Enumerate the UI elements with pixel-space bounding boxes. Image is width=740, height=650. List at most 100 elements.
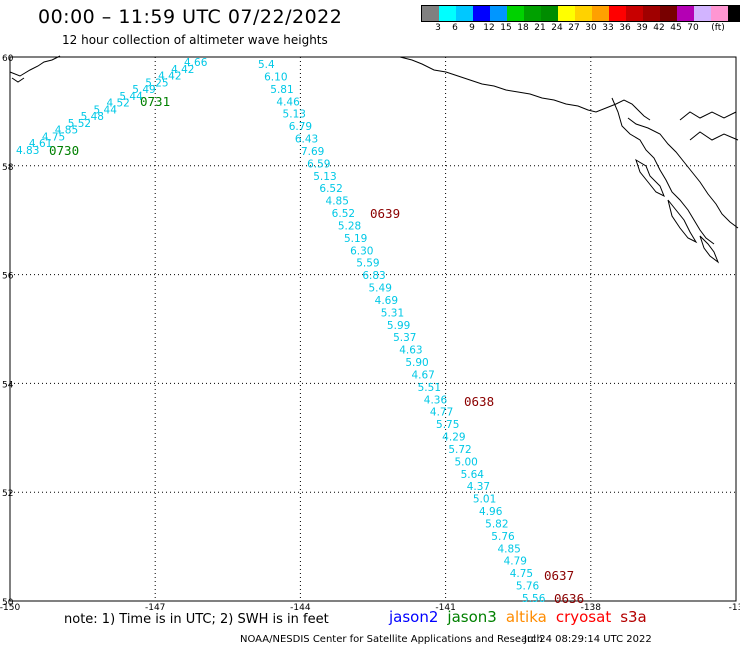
swh-value: 4.69	[375, 295, 398, 307]
swh-value: 5.59	[356, 258, 379, 270]
swh-value: 5.31	[381, 307, 404, 319]
map-frame	[9, 56, 737, 602]
swh-value: 4.36	[424, 394, 448, 406]
latitude-label: 56	[2, 272, 14, 282]
swh-value: 4.85	[497, 543, 520, 555]
swh-value: 5.56	[522, 593, 546, 605]
swh-value: 6.52	[319, 183, 342, 195]
legend-swatch	[643, 6, 660, 21]
swh-value: 5.72	[448, 444, 471, 456]
swh-value: 5.44	[94, 104, 118, 116]
swh-value: 4.63	[399, 345, 422, 357]
legend-label: 9	[469, 23, 475, 33]
map-title: 00:00 – 11:59 UTC 07/22/2022	[38, 6, 343, 28]
legend-swatch	[558, 6, 575, 21]
legend-swatch	[575, 6, 592, 21]
legend-swatch	[609, 6, 626, 21]
swh-value: 5.90	[405, 357, 428, 369]
swh-value: 4.79	[504, 556, 527, 568]
legend-label: 12	[483, 23, 495, 33]
satellite-name: altika	[505, 608, 547, 626]
legend-swatch	[592, 6, 609, 21]
pass-time-label: 0636	[554, 591, 584, 606]
island-3	[699, 235, 720, 264]
swh-value: 5.37	[393, 332, 416, 344]
swh-value: 5.75	[436, 419, 459, 431]
pass-time-label: 0731	[140, 94, 170, 109]
latitude-label: 50	[2, 598, 14, 608]
legend-swatch	[422, 6, 439, 21]
longitude-label: -147	[145, 603, 165, 613]
swh-value: 5.49	[132, 84, 155, 96]
swh-value: 5.52	[68, 118, 91, 130]
swh-value: 4.29	[442, 432, 465, 444]
legend-label: 24	[551, 23, 563, 33]
swh-value: 6.79	[289, 121, 312, 133]
coastline-inlets	[689, 131, 739, 141]
swh-value: 4.37	[467, 481, 490, 493]
swh-value: 4.85	[55, 125, 78, 137]
legend-swatch	[677, 6, 694, 21]
swh-value: 4.96	[479, 506, 503, 518]
swh-value: 5.51	[418, 382, 441, 394]
legend-swatch	[490, 6, 507, 21]
longitude-label: -144	[290, 603, 311, 613]
swh-value: 6.52	[332, 208, 355, 220]
swh-value: 5.76	[491, 531, 515, 543]
legend-label: 70	[687, 23, 699, 33]
satellite-name: s3a	[620, 608, 647, 626]
legend-swatch	[456, 6, 473, 21]
satellite-name: jason2	[389, 608, 439, 626]
swh-value: 4.67	[411, 369, 434, 381]
pass-time-label: 0638	[464, 394, 494, 409]
legend-label: 6	[452, 23, 458, 33]
alaska-coastline	[9, 55, 739, 264]
legend-label: 39	[636, 23, 648, 33]
longitude-label: -13	[729, 603, 740, 613]
swh-value: 5.76	[516, 581, 540, 593]
longitude-label: -150	[0, 603, 20, 613]
legend-labels: 3 6 9 12 15 18 21 24 27 30 33 36 39 42 45 70 (ft)	[421, 22, 740, 36]
swh-value: 5.13	[313, 171, 336, 183]
units-note: note: 1) Time is in UTC; 2) SWH is in fe…	[64, 612, 329, 627]
coastline-panhandle-outer	[611, 97, 715, 245]
satellite-name: cryosat	[555, 608, 612, 626]
swh-value: 5.4	[258, 59, 275, 71]
swh-value: 6.10	[264, 71, 287, 83]
swh-value: 6.59	[307, 158, 330, 170]
coastline-panhandle-inner	[627, 117, 739, 229]
swh-value: 5.28	[338, 220, 361, 232]
swh-value: 4.66	[184, 57, 208, 69]
swh-value: 4.75	[510, 568, 533, 580]
coastline-glacier-bay	[679, 111, 737, 121]
pass-time-label: 0730	[49, 143, 79, 158]
legend-label: 42	[653, 23, 665, 33]
legend-label: 21	[534, 23, 546, 33]
legend-swatch	[694, 6, 711, 21]
legend-color-bar	[421, 5, 740, 22]
credit-text: NOAA/NESDIS Center for Satellite Applica…	[240, 634, 543, 645]
latitude-label: 58	[2, 163, 14, 173]
pass-time-label: 0639	[370, 206, 400, 221]
latitude-label: 60	[2, 54, 14, 64]
altimeter-tracks: 4.834.614.754.855.525.485.444.525.445.49…	[16, 57, 584, 606]
swh-value: 6.83	[362, 270, 385, 282]
legend-swatch	[711, 6, 728, 21]
coastline-north-shore	[399, 56, 651, 121]
legend-label: 15	[500, 23, 512, 33]
swh-value: 5.01	[473, 494, 496, 506]
swh-value: 4.85	[326, 196, 349, 208]
swh-value: 4.61	[29, 138, 52, 150]
legend-label: 30	[585, 23, 597, 33]
swh-value: 7.69	[301, 146, 324, 158]
legend-unit: (ft)	[711, 23, 725, 33]
swh-value: 5.48	[81, 111, 104, 123]
legend-label: 27	[568, 23, 580, 33]
swh-value: 4.52	[106, 98, 129, 110]
swh-value: 5.25	[145, 77, 168, 89]
latitude-label: 52	[2, 489, 13, 499]
legend-label: 3	[435, 23, 441, 33]
legend-swatch	[626, 6, 643, 21]
swh-value: 4.42	[158, 71, 181, 83]
